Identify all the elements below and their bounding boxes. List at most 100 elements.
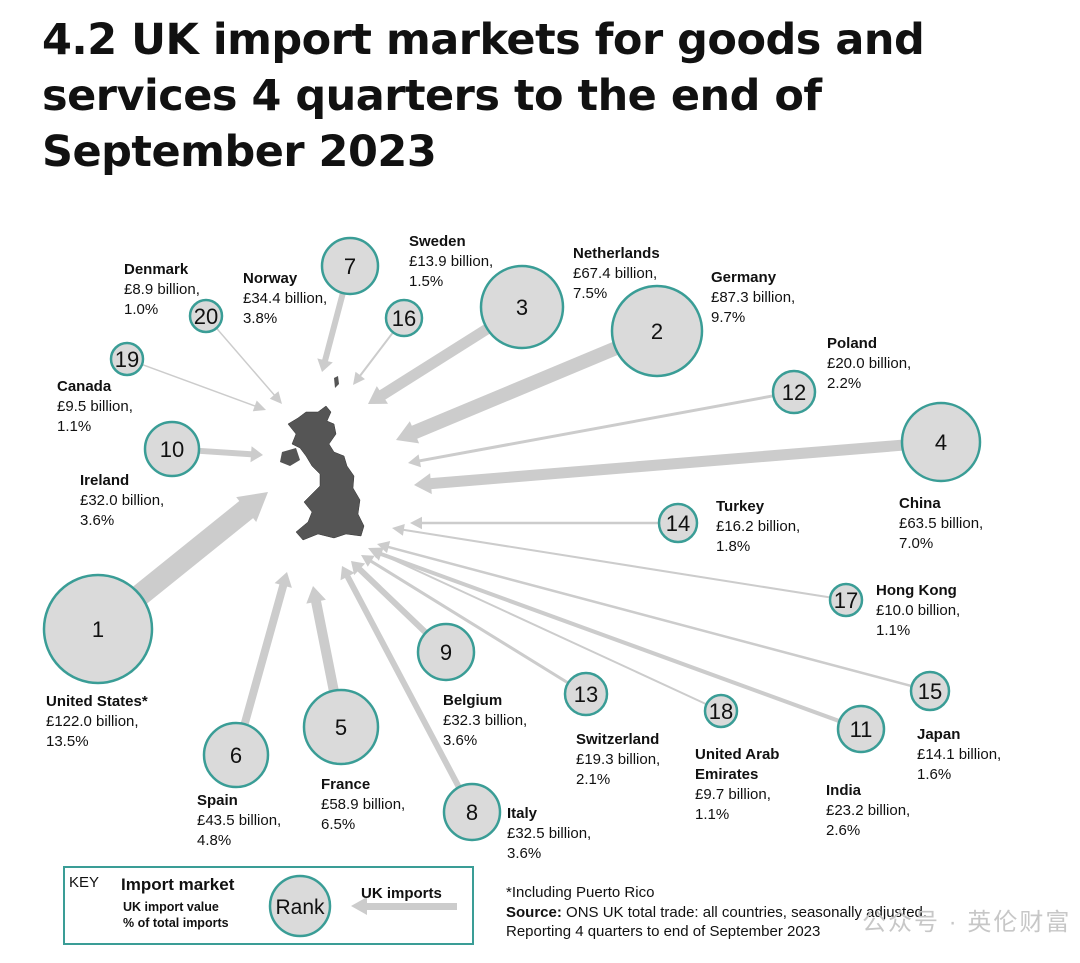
source-text: ONS UK total trade: all countries, seaso… [566,903,928,921]
rank-circle-18 [703,693,739,729]
market-value: £67.4 billion, [573,265,658,282]
market-share: 1.1% [876,622,911,639]
import-arrow-5 [306,586,340,694]
market-name: Canada [57,378,112,395]
market-name: Denmark [124,261,189,278]
market-name: Switzerland [576,731,660,748]
market-label-7: Norway £34.4 billion, 3.8% [243,269,327,329]
market-name: India [826,782,862,799]
rank-number-20: 20 [194,304,218,329]
market-value: £8.9 billion, [124,281,200,298]
import-arrow-13 [361,555,571,686]
import-arrow-3 [368,323,492,404]
market-name: France [321,776,371,793]
market-name: Hong Kong [876,582,957,599]
market-value: £10.0 billion, [876,602,961,619]
market-name: China [899,495,941,512]
market-label-16: Sweden £13.9 billion, 1.5% [409,232,493,292]
market-value: £19.3 billion, [576,751,661,768]
rank-circle-6 [202,721,270,789]
import-arrow-14 [410,516,661,530]
market-share: 6.5% [321,816,356,833]
market-label-19: Canada £9.5 billion, 1.1% [57,377,133,437]
rank-circle-13 [563,671,609,717]
market-value: £13.9 billion, [409,253,494,270]
market-share: 7.5% [573,285,608,302]
import-arrow-15 [377,541,914,688]
import-arrow-11 [370,547,842,724]
rank-circle-11 [836,704,886,754]
rank-number-17: 17 [834,588,858,613]
market-label-6: Spain £43.5 billion, 4.8% [197,791,281,851]
market-share: 2.2% [827,375,862,392]
market-label-3: Netherlands £67.4 billion, 7.5% [573,244,660,304]
market-name: United Arab Emirates [695,746,780,783]
market-share: 3.6% [80,512,115,529]
rank-circle-12 [771,369,817,415]
watermark: 公众号 · 英伦财富 [862,909,1072,936]
key-share-line: % of total imports [123,916,229,930]
import-arrow-9 [351,561,430,637]
source-note: *Including Puerto Rico Source: ONS UK to… [506,883,927,942]
market-value: £20.0 billion, [827,355,912,372]
rank-number-14: 14 [666,511,690,536]
rank-number-5: 5 [335,715,347,740]
market-share: 2.6% [826,822,861,839]
uk-map [287,405,365,541]
market-share: 1.1% [695,806,730,823]
rank-number-1: 1 [92,617,104,642]
market-value: £43.5 billion, [197,812,282,829]
import-arrow-20 [214,326,282,404]
market-name: Italy [507,805,538,822]
rank-number-4: 4 [935,430,947,455]
market-value: £32.5 billion, [507,825,592,842]
market-share: 4.8% [197,832,232,849]
rank-number-18: 18 [709,699,733,724]
rank-number-13: 13 [574,682,598,707]
import-arrow-12 [408,394,776,468]
market-name: Turkey [716,498,765,515]
market-name: Ireland [80,472,130,489]
market-name: United States* [46,693,148,710]
market-value: £23.2 billion, [826,802,911,819]
rank-circle-14 [657,502,699,544]
market-value: £32.0 billion, [80,492,165,509]
key-arrow [351,897,457,915]
rank-circle-4 [900,401,982,483]
rank-circle-17 [828,582,864,618]
market-share: 2.1% [576,771,611,788]
import-arrow-8 [340,566,463,791]
market-name: Norway [243,270,298,287]
market-share: 1.5% [409,273,444,290]
market-label-17: Hong Kong £10.0 billion, 1.1% [876,581,960,641]
market-value: £16.2 billion, [716,518,801,535]
rank-circle-10 [143,420,201,478]
market-share: 3.6% [507,845,542,862]
market-name: Netherlands [573,245,660,262]
key-rank-circle [268,874,332,938]
source-label: Source: [506,903,562,921]
key-label: KEY [69,874,100,891]
rank-circle-20 [188,298,224,334]
rank-circle-8 [442,782,502,842]
rank-circle-7 [320,236,380,296]
market-value: £9.5 billion, [57,398,133,415]
arrows-layer [131,290,914,791]
market-label-4: China £63.5 billion, 7.0% [899,494,983,554]
key-heading: Import market [121,875,235,894]
rank-number-11: 11 [850,717,873,742]
market-value: £63.5 billion, [899,515,984,532]
rank-circle-9 [416,622,476,682]
market-name: Germany [711,269,777,286]
market-value: £122.0 billion, [46,713,139,730]
market-share: 1.1% [57,418,92,435]
market-label-11: India £23.2 billion, 2.6% [826,781,910,841]
import-arrow-18 [368,547,709,706]
market-label-20: Denmark £8.9 billion, 1.0% [124,260,200,320]
rank-number-7: 7 [344,254,356,279]
market-label-2: Germany £87.3 billion, 9.7% [711,268,795,328]
market-share: 3.6% [443,732,478,749]
market-name: Spain [197,792,238,809]
